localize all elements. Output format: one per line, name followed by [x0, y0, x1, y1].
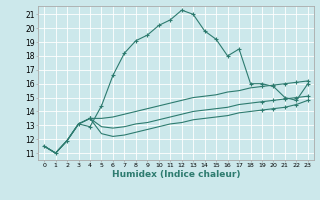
X-axis label: Humidex (Indice chaleur): Humidex (Indice chaleur)	[112, 170, 240, 179]
